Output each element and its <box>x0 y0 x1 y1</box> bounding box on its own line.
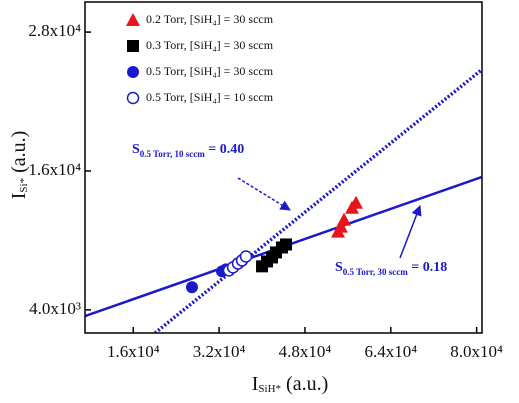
annotation: S0.5 Torr, 10 sccm = 0.40 <box>132 142 244 159</box>
annotation-text: S <box>335 260 343 275</box>
plot-frame <box>84 1 483 334</box>
fit-lines <box>85 68 482 333</box>
legend-marker <box>127 40 139 52</box>
x-tick-label: 8.0x10⁴ <box>450 342 503 361</box>
legend-label: 0.3 Torr, [SiH₄] = 30 sccm <box>146 38 274 52</box>
legend-label: 0.2 Torr, [SiH₄] = 30 sccm <box>146 12 274 26</box>
axis-title-unit: (a.u.) <box>281 373 328 395</box>
point <box>348 195 363 209</box>
legend-label: 0.5 Torr, [SiH₄] = 30 sccm <box>146 64 274 78</box>
point <box>337 212 352 226</box>
annotation: S0.5 Torr, 30 sccm = 0.18 <box>335 260 447 277</box>
annotation-text: S <box>132 142 140 157</box>
x-tick-label: 1.6x10⁴ <box>107 342 160 361</box>
y-axis-title: ISi* (a.u.) <box>8 131 30 200</box>
point <box>185 281 198 294</box>
y-tick-label: 2.8x10⁴ <box>28 21 81 40</box>
x-tick-label: 4.8x10⁴ <box>279 342 332 361</box>
point <box>333 219 348 233</box>
x-tick-label: 3.2x10⁴ <box>193 342 246 361</box>
point <box>280 238 293 251</box>
point <box>239 250 253 263</box>
legend-marker <box>126 13 140 26</box>
plot-area: 1.6x10⁴ 3.2x10⁴ 4.8x10⁴ 6.4x10⁴ 8.0x10⁴ 4.0x1… <box>28 1 503 361</box>
annotation-arrow <box>237 177 291 211</box>
annotation-sub: 0.5 Torr, 30 sccm <box>343 267 408 277</box>
axis-title-unit: (a.u.) <box>8 131 30 178</box>
axis-title-sub: Si* <box>18 178 30 193</box>
annotation-value: = 0.18 <box>408 260 447 275</box>
axis-title-sub: SiH* <box>258 383 281 395</box>
legend-marker <box>126 91 140 105</box>
annotation-value: = 0.40 <box>205 142 244 157</box>
y-tick-label: 1.6x10⁴ <box>28 160 81 179</box>
y-tick-label: 4.0x10³ <box>29 299 81 318</box>
axis-title-text: I <box>8 193 30 200</box>
x-axis-title: ISiH* (a.u.) <box>252 373 329 395</box>
fit-line <box>153 68 482 333</box>
x-tick-label: 6.4x10⁴ <box>364 342 417 361</box>
annotation-sub: 0.5 Torr, 10 sccm <box>140 149 205 159</box>
axis-title-text: I <box>252 373 259 395</box>
annotation-arrow <box>399 205 422 259</box>
legend-label: 0.5 Torr, [SiH₄] = 10 sccm <box>146 90 274 104</box>
legend-marker <box>127 66 139 78</box>
